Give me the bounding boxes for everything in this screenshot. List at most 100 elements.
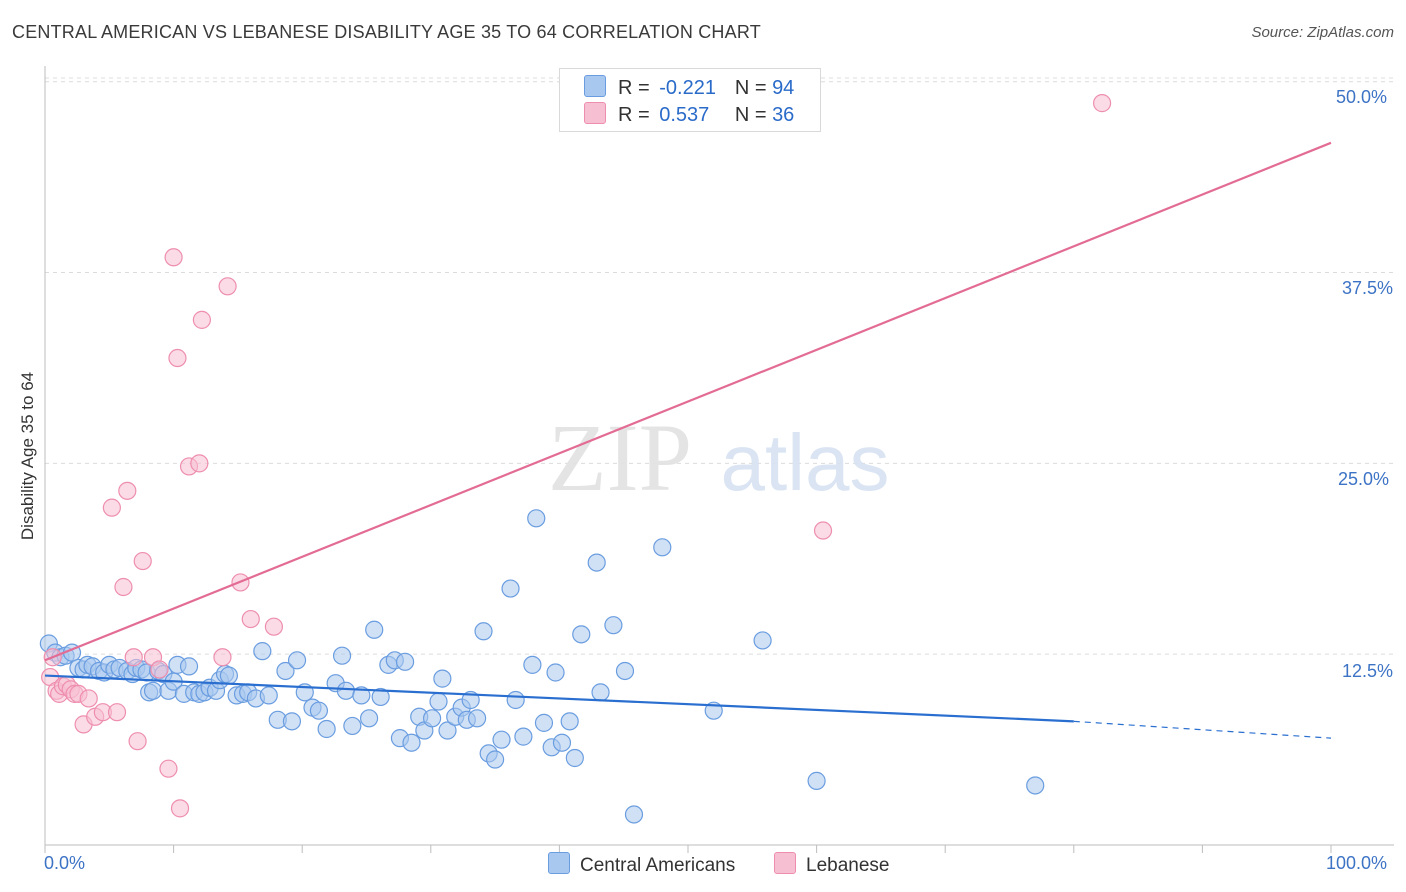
correlation-legend: R = -0.221 N = 94 R = 0.537 N = 36 xyxy=(559,68,821,132)
watermark-atlas: atlas xyxy=(721,418,890,507)
lebanese-point xyxy=(102,498,121,517)
central-americans-trend-line xyxy=(44,674,1074,723)
central-americans-point xyxy=(506,690,525,710)
central-americans-point xyxy=(395,652,415,671)
lebanese-point xyxy=(813,521,833,540)
central-americans-trend-extension xyxy=(1073,720,1332,739)
central-americans-point xyxy=(591,683,610,702)
central-americans-point xyxy=(429,692,448,711)
lebanese-point xyxy=(164,248,183,267)
lebanese-point xyxy=(114,577,133,597)
central-americans-point xyxy=(438,721,457,740)
lebanese-point xyxy=(170,799,190,818)
gridlines xyxy=(45,77,1394,655)
central-americans-point xyxy=(422,709,442,728)
source-credit: Source: ZipAtlas.com xyxy=(1251,24,1394,41)
central-americans-point xyxy=(317,719,336,739)
central-americans-point xyxy=(474,622,493,641)
central-americans-point xyxy=(587,553,606,572)
central-americans-point xyxy=(352,686,371,705)
central-americans-points xyxy=(39,509,1045,824)
lebanese-point xyxy=(118,481,137,500)
chart-title: CENTRAL AMERICAN VS LEBANESE DISABILITY … xyxy=(12,22,761,42)
central-americans-point xyxy=(253,642,272,661)
central-americans-point xyxy=(560,712,579,731)
legend-row-lebanese: R = 0.537 N = 36 xyxy=(584,102,794,126)
lebanese-point xyxy=(264,617,284,636)
legend-r-label: R = xyxy=(618,77,650,99)
y-tick-label-50: 50.0% xyxy=(1336,87,1388,107)
central-americans-point xyxy=(336,681,356,700)
central-americans-point xyxy=(546,663,565,682)
lebanese-points xyxy=(41,94,1112,818)
legend-n-label: N = xyxy=(734,104,767,126)
legend-r-value: 0.537 xyxy=(659,104,710,126)
bottom-legend-swatch-blue xyxy=(548,852,570,874)
lebanese-point xyxy=(168,348,187,368)
central-americans-point xyxy=(653,538,672,557)
legend-row-central-americans: R = -0.221 N = 94 xyxy=(584,75,794,99)
bottom-legend-swatch-pink xyxy=(774,852,796,874)
bottom-legend-label: Central Americans xyxy=(580,855,736,876)
lebanese-point xyxy=(1092,94,1112,113)
central-americans-point xyxy=(501,579,520,598)
bottom-legend-label: Lebanese xyxy=(806,855,890,876)
central-americans-point xyxy=(402,733,421,752)
lebanese-point xyxy=(241,609,260,629)
y-tick-label-37-5: 37.5% xyxy=(1342,278,1394,298)
lebanese-point xyxy=(128,732,147,751)
central-americans-point xyxy=(219,666,238,685)
central-americans-point xyxy=(179,657,199,676)
lebanese-point xyxy=(159,759,178,778)
central-americans-point xyxy=(276,661,295,681)
central-americans-point xyxy=(343,716,362,736)
central-americans-point xyxy=(572,625,591,644)
lebanese-point xyxy=(218,277,237,296)
legend-n-label: N = xyxy=(734,77,767,99)
bottom-legend-central-americans: Central Americans xyxy=(548,852,735,877)
lebanese-point xyxy=(107,703,127,722)
central-americans-point xyxy=(624,805,644,824)
central-americans-point xyxy=(1026,776,1045,795)
central-americans-point xyxy=(523,655,542,674)
y-tick-label-25: 25.0% xyxy=(1338,469,1390,489)
legend-n-value: 36 xyxy=(772,104,795,126)
central-americans-point xyxy=(565,748,584,768)
bottom-legend-lebanese: Lebanese xyxy=(774,852,889,877)
lebanese-point xyxy=(79,689,98,708)
central-americans-point xyxy=(259,686,278,705)
watermark-zip: ZIP xyxy=(548,404,692,511)
central-americans-point xyxy=(486,750,505,769)
trend-lines xyxy=(44,141,1332,739)
central-americans-point xyxy=(309,701,329,720)
central-americans-point xyxy=(359,709,379,728)
lebanese-point xyxy=(190,454,209,473)
central-americans-point xyxy=(615,661,635,681)
central-americans-point xyxy=(143,681,163,700)
central-americans-point xyxy=(753,631,772,650)
watermark: ZIP atlas xyxy=(548,404,889,511)
lebanese-point xyxy=(192,310,211,329)
central-americans-point xyxy=(604,616,623,635)
lebanese-point xyxy=(124,648,143,667)
axes xyxy=(44,66,1394,853)
lebanese-trend-line xyxy=(44,141,1332,662)
y-axis-label: Disability Age 35 to 64 xyxy=(18,371,37,541)
central-americans-point xyxy=(467,709,487,728)
central-americans-point xyxy=(371,687,390,707)
central-americans-point xyxy=(552,733,572,752)
y-tick-label-12-5: 12.5% xyxy=(1342,661,1394,681)
central-americans-point xyxy=(365,620,384,639)
central-americans-point xyxy=(527,509,546,528)
central-americans-point xyxy=(332,646,352,665)
central-americans-point xyxy=(282,712,302,731)
legend-r-label: R = xyxy=(618,104,650,126)
lebanese-point xyxy=(150,660,169,679)
legend-swatch-blue xyxy=(584,75,606,97)
central-americans-point xyxy=(492,730,511,749)
central-americans-point xyxy=(534,713,554,732)
legend-swatch-pink xyxy=(584,102,606,124)
legend-n-value: 94 xyxy=(772,77,795,99)
lebanese-point xyxy=(133,551,152,571)
